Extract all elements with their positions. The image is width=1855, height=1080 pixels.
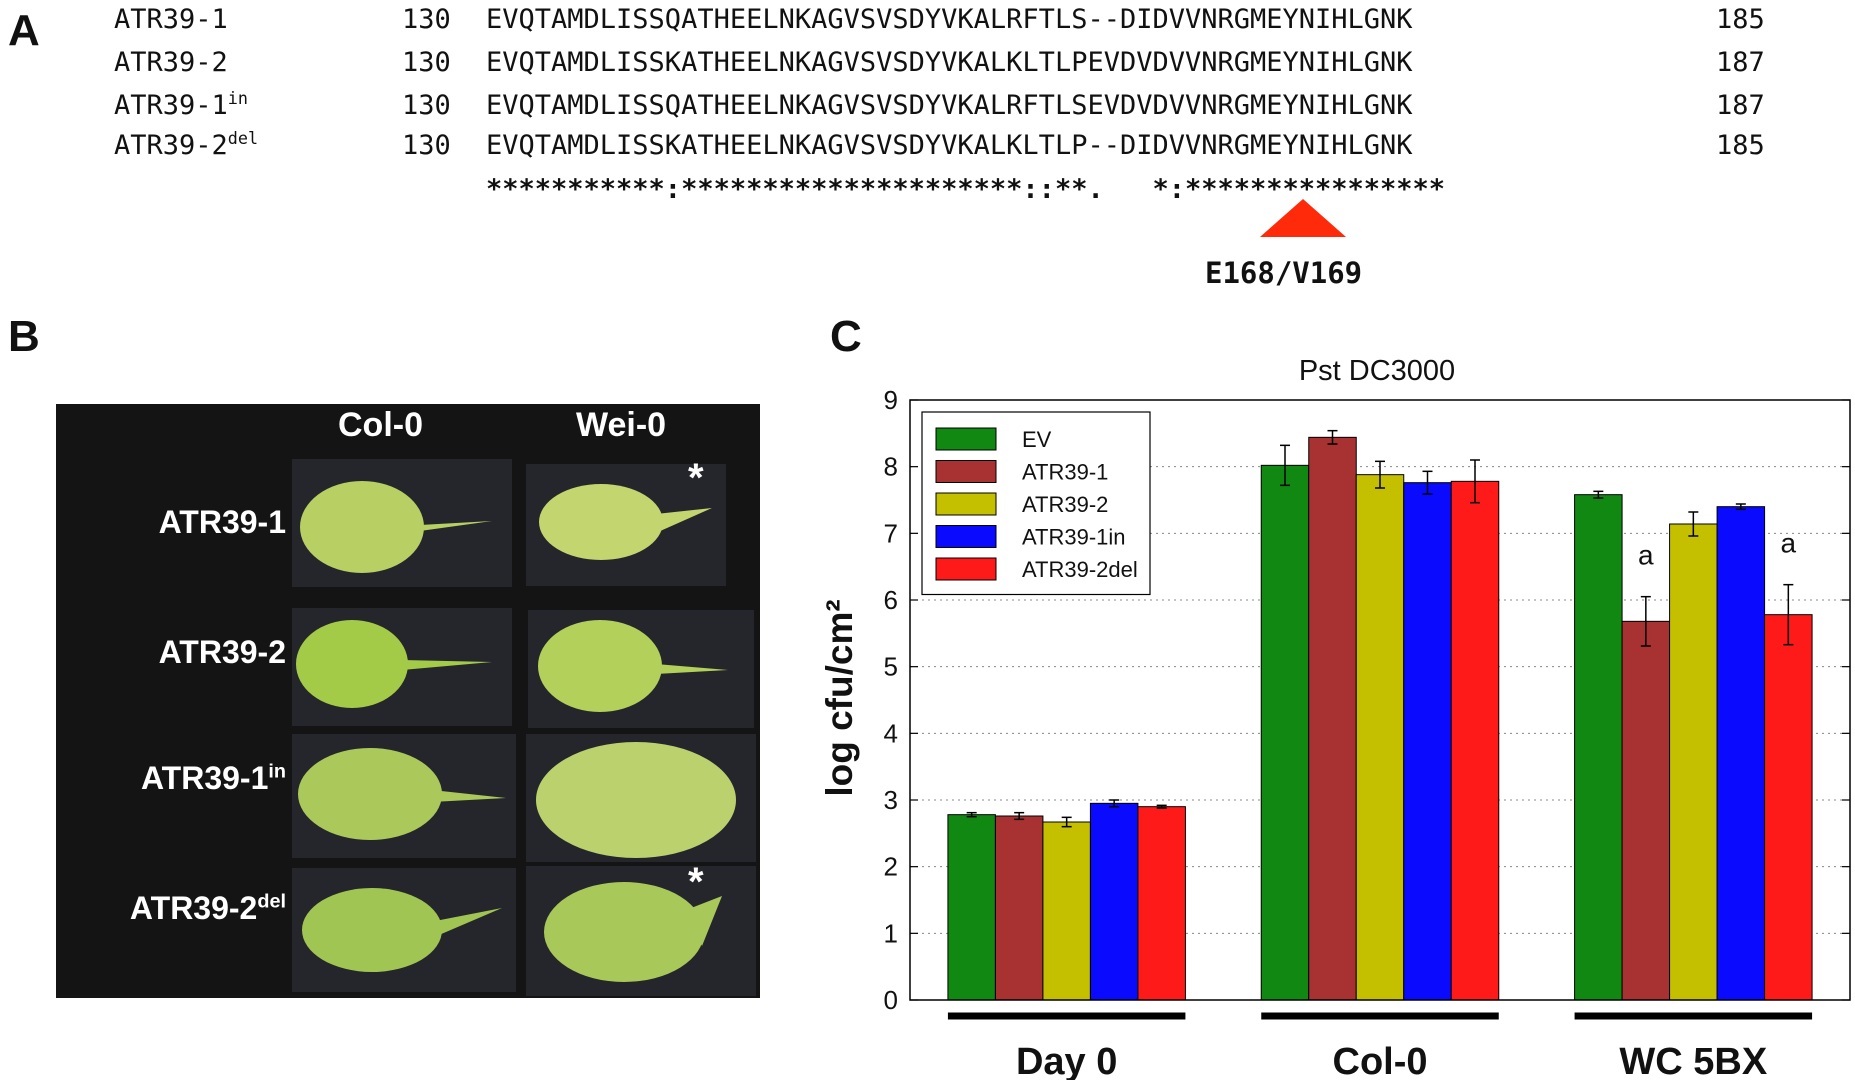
column-header-wei0: Wei-0	[576, 406, 667, 444]
leaf-photo	[528, 610, 754, 728]
sequence-name: ATR39-1	[114, 4, 228, 35]
mutation-site-label: E168/V169	[1205, 256, 1363, 290]
sequence-name-text: ATR39-1	[114, 4, 228, 35]
legend-label: ATR39-2del	[1022, 557, 1138, 582]
legend: EV ATR39-1 ATR39-2 ATR39-1in ATR39-2del	[921, 411, 1151, 596]
sequence-end: 187	[1716, 47, 1765, 78]
y-tick-label: 1	[884, 918, 898, 948]
panel-a-letter: A	[8, 6, 40, 55]
row-label-sup: del	[257, 890, 286, 913]
sequence-start: 130	[402, 130, 451, 161]
row-label: ATR39-2	[56, 634, 286, 671]
row-label: ATR39-1	[56, 504, 286, 541]
sequence-start: 130	[402, 90, 451, 121]
legend-swatch	[935, 525, 997, 548]
y-tick-label: 9	[884, 385, 898, 415]
category-label: WC 5BX	[1619, 1041, 1767, 1080]
sequence-end: 185	[1716, 130, 1765, 161]
leaf-photo	[292, 608, 512, 726]
legend-label: ATR39-2	[1022, 492, 1108, 517]
sequence-residues: EVQTAMDLISSKATHEELNKAGVSVSDYVKALKLTLPEVD…	[486, 47, 1413, 78]
bar	[1137, 806, 1186, 1001]
y-tick-label: 7	[884, 518, 898, 548]
legend-swatch	[935, 557, 997, 581]
sequence-name-text: ATR39-2	[114, 130, 228, 161]
mutation-marker-icon	[1260, 199, 1346, 237]
sequence-end: 187	[1716, 90, 1765, 121]
leaf-photo	[292, 734, 516, 858]
bar	[1621, 620, 1671, 1001]
y-tick-label: 3	[884, 785, 898, 815]
y-tick-label: 2	[884, 852, 898, 882]
bar	[1260, 464, 1310, 1001]
bar	[1355, 474, 1405, 1001]
legend-label: EV	[1022, 427, 1052, 452]
row-label-text: ATR39-2	[158, 634, 286, 670]
column-header-col0: Col-0	[338, 406, 423, 444]
y-tick-label: 8	[884, 452, 898, 482]
y-ticks: 0 1 2 3 4 5 6 7 8 9	[884, 385, 1850, 1015]
row-label-text: ATR39-2	[129, 890, 258, 926]
significance-star: *	[688, 456, 704, 500]
significance-annotation: a	[1781, 528, 1797, 559]
y-tick-label: 4	[884, 718, 898, 748]
leaf-photo	[292, 459, 512, 587]
leaf-photo	[292, 868, 516, 992]
bar	[994, 815, 1044, 1001]
sequence-name-text: ATR39-2	[114, 47, 228, 78]
row-label-sup: in	[268, 760, 286, 783]
leaf-photo	[526, 464, 726, 586]
y-tick-label: 5	[884, 652, 898, 682]
bar	[947, 814, 996, 1001]
significance-annotation: a	[1638, 540, 1654, 571]
sequence-residues: EVQTAMDLISSKATHEELNKAGVSVSDYVKALKLTLP--D…	[486, 130, 1413, 161]
legend-label: ATR39-1in	[1022, 525, 1126, 550]
leaf-photo-panel: Col-0 Wei-0 ATR39-1 ATR39-2 ATR39-1in AT…	[56, 404, 760, 998]
sequence-start: 130	[402, 47, 451, 78]
bar	[1574, 494, 1623, 1001]
row-label: ATR39-1in	[56, 760, 286, 797]
sequence-name-text: ATR39-1	[114, 90, 228, 121]
bar	[1403, 482, 1452, 1001]
sequence-name: ATR39-2	[114, 47, 228, 78]
bar	[1042, 821, 1091, 1001]
category-label: Day 0	[1016, 1041, 1117, 1080]
sequence-start: 130	[402, 4, 451, 35]
bar	[1716, 506, 1766, 1001]
leaf-photo	[526, 734, 756, 862]
legend-swatch	[935, 460, 997, 483]
legend-swatch	[935, 427, 997, 451]
bar	[1308, 436, 1357, 1001]
sequence-end: 185	[1716, 4, 1765, 35]
panel-b-letter: B	[8, 312, 40, 361]
legend-label: ATR39-1	[1022, 460, 1108, 485]
y-tick-label: 6	[884, 585, 898, 615]
sequence-name-sup: in	[227, 88, 248, 108]
y-tick-label: 0	[884, 985, 898, 1015]
sequence-name-sup: del	[227, 128, 259, 148]
sequence-residues: EVQTAMDLISSQATHEELNKAGVSVSDYVKALRFTLSEVD…	[486, 90, 1413, 121]
bar	[1669, 523, 1718, 1001]
bar	[1450, 480, 1500, 1001]
y-axis-label: log cfu/cm²	[819, 599, 860, 796]
category-labels: Day 0 Col-0 WC 5BX	[947, 1012, 1813, 1080]
row-label: ATR39-2del	[56, 890, 286, 927]
category-label: Col-0	[1333, 1041, 1428, 1080]
bar	[1089, 802, 1139, 1001]
leaf-photo	[526, 866, 756, 996]
sequence-name: ATR39-1in	[114, 90, 248, 121]
plot-frame	[909, 399, 1851, 1001]
sequence-residues: EVQTAMDLISSQATHEELNKAGVSVSDYVKALRFTLS--D…	[486, 4, 1413, 35]
row-label-text: ATR39-1	[140, 760, 269, 796]
consensus-line: ***********:*********************::**. *…	[486, 174, 1446, 205]
bar	[1764, 614, 1813, 1001]
panel-c-letter: C	[830, 312, 862, 361]
sequence-name: ATR39-2del	[114, 130, 258, 161]
significance-star: *	[688, 860, 704, 904]
chart-title: Pst DC3000	[1299, 355, 1455, 387]
row-label-text: ATR39-1	[158, 504, 286, 540]
legend-swatch	[935, 492, 997, 516]
